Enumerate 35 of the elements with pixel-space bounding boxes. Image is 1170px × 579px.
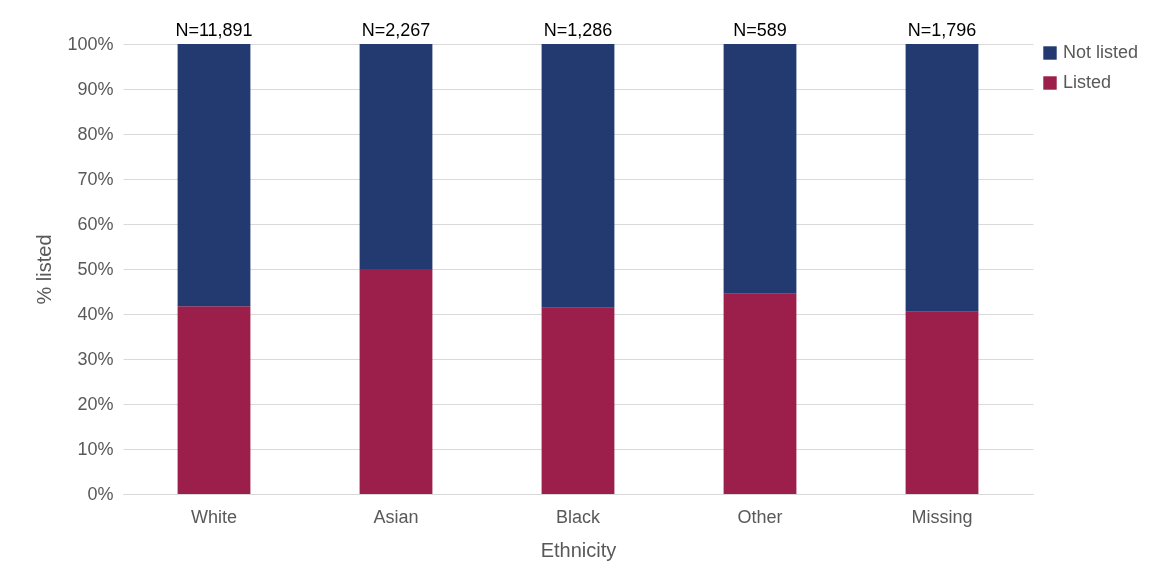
- y-tick-label: 30%: [77, 348, 114, 369]
- legend-label: Listed: [1063, 72, 1112, 92]
- y-tick-label: 50%: [77, 258, 114, 279]
- x-tick-label: Other: [737, 506, 783, 527]
- annotation: N=589: [733, 20, 787, 40]
- y-tick-label: 90%: [77, 78, 114, 99]
- y-tick-label: 20%: [77, 393, 114, 414]
- x-tick-label: White: [190, 506, 238, 527]
- y-tick-label: 10%: [77, 438, 114, 459]
- legend-label: Not listed: [1063, 42, 1139, 62]
- annotation: N=2,267: [361, 20, 431, 40]
- bar: [541, 44, 615, 308]
- annotation: N=11,891: [175, 20, 253, 40]
- annotation: N=1,796: [907, 20, 977, 40]
- bar: [723, 44, 797, 294]
- bar: [541, 307, 615, 494]
- bar: [177, 44, 251, 307]
- x-tick-label: Asian: [373, 506, 419, 527]
- bar: [359, 269, 433, 494]
- annotation: N=1,286: [543, 20, 613, 40]
- bar: [905, 311, 979, 494]
- x-axis-title: Ethnicity: [540, 538, 617, 561]
- y-tick-label: 60%: [77, 213, 114, 234]
- y-tick-label: 100%: [67, 33, 114, 54]
- y-tick-label: 80%: [77, 123, 114, 144]
- bar: [177, 306, 251, 494]
- x-tick-label: Black: [555, 506, 602, 527]
- bar: [359, 44, 433, 269]
- y-tick-label: 40%: [77, 303, 114, 324]
- bar: [723, 293, 797, 494]
- y-tick-label: 70%: [77, 168, 114, 189]
- bar: [905, 44, 979, 312]
- y-axis-title: % listed: [33, 234, 56, 305]
- y-tick-label: 0%: [87, 483, 114, 504]
- x-tick-label: Missing: [911, 506, 973, 527]
